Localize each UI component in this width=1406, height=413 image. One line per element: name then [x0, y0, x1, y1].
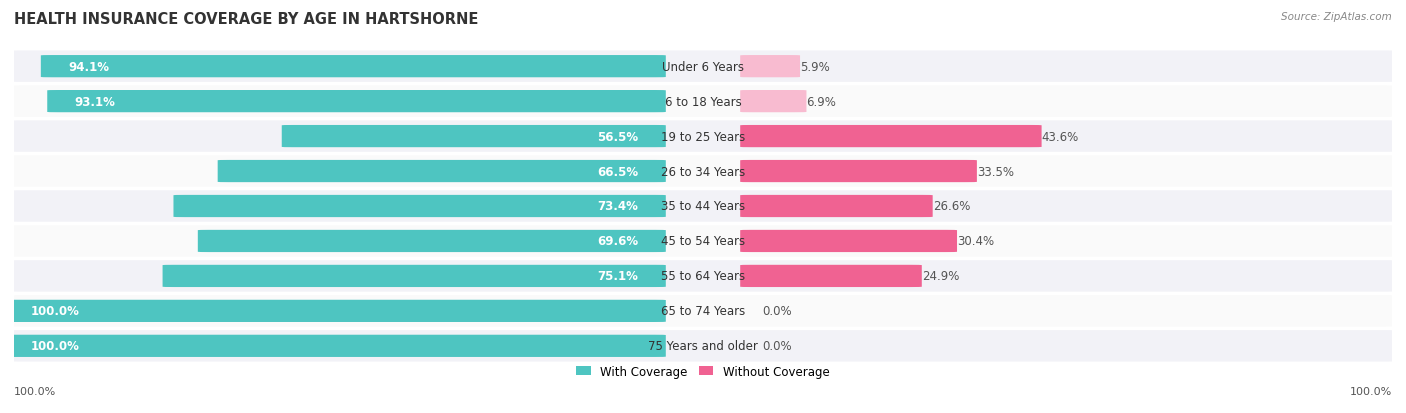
FancyBboxPatch shape	[3, 335, 666, 357]
FancyBboxPatch shape	[7, 330, 1399, 362]
Text: 0.0%: 0.0%	[762, 305, 792, 318]
FancyBboxPatch shape	[740, 161, 977, 183]
Text: 6 to 18 Years: 6 to 18 Years	[665, 95, 741, 108]
Text: 100.0%: 100.0%	[31, 339, 80, 352]
Text: 100.0%: 100.0%	[14, 387, 56, 396]
Text: 24.9%: 24.9%	[922, 270, 959, 283]
Text: 94.1%: 94.1%	[69, 61, 110, 74]
FancyBboxPatch shape	[3, 300, 666, 322]
FancyBboxPatch shape	[740, 265, 922, 287]
Text: 69.6%: 69.6%	[598, 235, 638, 248]
FancyBboxPatch shape	[7, 121, 1399, 152]
Text: 75.1%: 75.1%	[598, 270, 638, 283]
Text: 26.6%: 26.6%	[932, 200, 970, 213]
FancyBboxPatch shape	[198, 230, 666, 252]
FancyBboxPatch shape	[740, 56, 800, 78]
Text: 93.1%: 93.1%	[75, 95, 115, 108]
FancyBboxPatch shape	[7, 51, 1399, 83]
Text: 100.0%: 100.0%	[1350, 387, 1392, 396]
Text: 55 to 64 Years: 55 to 64 Years	[661, 270, 745, 283]
Text: Under 6 Years: Under 6 Years	[662, 61, 744, 74]
FancyBboxPatch shape	[281, 126, 666, 148]
Text: 30.4%: 30.4%	[957, 235, 994, 248]
FancyBboxPatch shape	[740, 91, 807, 113]
Text: 33.5%: 33.5%	[977, 165, 1014, 178]
FancyBboxPatch shape	[41, 56, 666, 78]
Text: 5.9%: 5.9%	[800, 61, 830, 74]
FancyBboxPatch shape	[7, 86, 1399, 118]
Text: 100.0%: 100.0%	[31, 305, 80, 318]
Text: 45 to 54 Years: 45 to 54 Years	[661, 235, 745, 248]
FancyBboxPatch shape	[163, 265, 666, 287]
FancyBboxPatch shape	[740, 126, 1042, 148]
Text: 65 to 74 Years: 65 to 74 Years	[661, 305, 745, 318]
Text: 75 Years and older: 75 Years and older	[648, 339, 758, 352]
Text: 35 to 44 Years: 35 to 44 Years	[661, 200, 745, 213]
FancyBboxPatch shape	[48, 91, 666, 113]
FancyBboxPatch shape	[7, 295, 1399, 327]
FancyBboxPatch shape	[218, 161, 666, 183]
FancyBboxPatch shape	[740, 230, 957, 252]
FancyBboxPatch shape	[7, 156, 1399, 188]
Text: Source: ZipAtlas.com: Source: ZipAtlas.com	[1281, 12, 1392, 22]
Legend: With Coverage, Without Coverage: With Coverage, Without Coverage	[572, 360, 834, 383]
FancyBboxPatch shape	[7, 191, 1399, 222]
Text: 73.4%: 73.4%	[598, 200, 638, 213]
FancyBboxPatch shape	[740, 195, 932, 218]
FancyBboxPatch shape	[173, 195, 666, 218]
FancyBboxPatch shape	[7, 261, 1399, 292]
Text: 56.5%: 56.5%	[598, 130, 638, 143]
FancyBboxPatch shape	[7, 225, 1399, 257]
Text: 43.6%: 43.6%	[1042, 130, 1078, 143]
Text: 6.9%: 6.9%	[807, 95, 837, 108]
Text: HEALTH INSURANCE COVERAGE BY AGE IN HARTSHORNE: HEALTH INSURANCE COVERAGE BY AGE IN HART…	[14, 12, 478, 27]
Text: 19 to 25 Years: 19 to 25 Years	[661, 130, 745, 143]
Text: 26 to 34 Years: 26 to 34 Years	[661, 165, 745, 178]
Text: 0.0%: 0.0%	[762, 339, 792, 352]
Text: 66.5%: 66.5%	[598, 165, 638, 178]
